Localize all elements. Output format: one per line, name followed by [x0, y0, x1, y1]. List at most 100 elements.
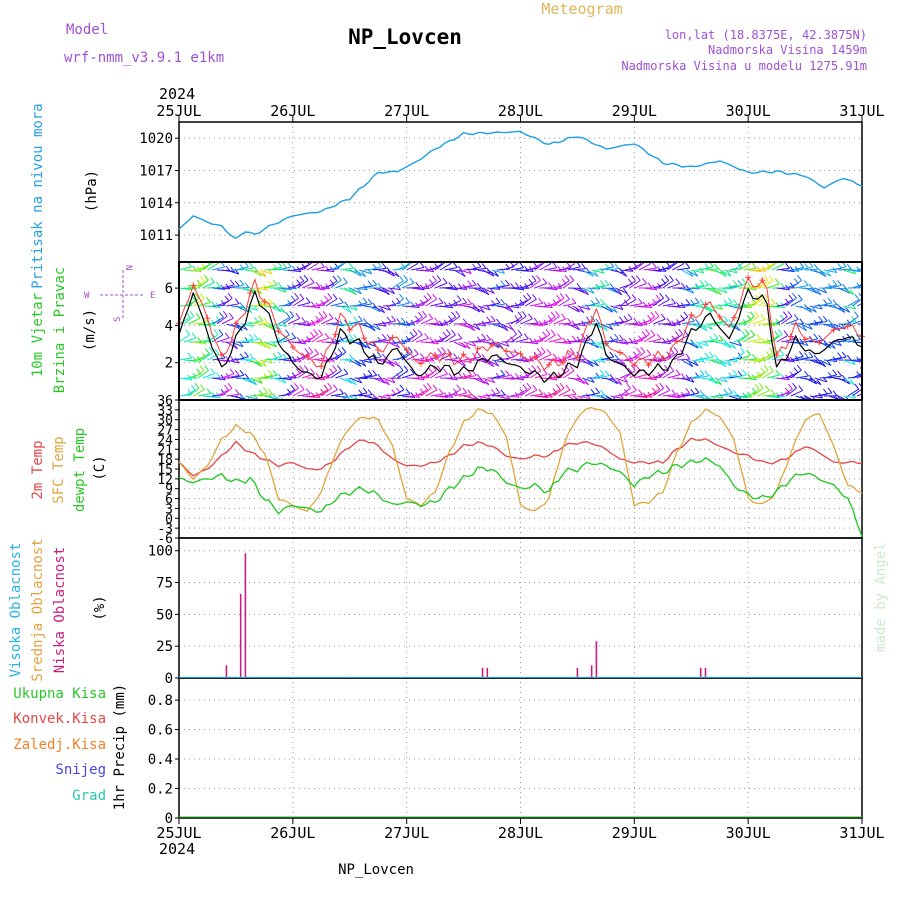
- wind-barb: [586, 392, 600, 397]
- wind-barb-flag: [268, 298, 273, 305]
- wind-barb: [544, 287, 558, 291]
- wind-barb-flag: [742, 369, 747, 376]
- wind-barb-flag: [723, 388, 729, 395]
- wind-barb-flag: [453, 388, 458, 395]
- wind-barb-flag: [284, 329, 290, 336]
- wind-barb: [814, 377, 828, 383]
- wind-barb-flag: [332, 275, 338, 282]
- wind-unit: (m/s): [82, 309, 98, 351]
- wind-barb: [340, 338, 354, 343]
- wind-barb: [857, 341, 862, 344]
- wind-barb-flag: [614, 263, 620, 269]
- wind-barb-flag: [381, 333, 387, 340]
- wind-barb: [710, 321, 724, 325]
- wind-barb: [434, 373, 448, 379]
- wind-barb: [197, 264, 211, 271]
- wind-barb-flag: [294, 382, 299, 389]
- wind-barb: [425, 370, 437, 379]
- compass-w: W: [84, 291, 90, 301]
- wind-barb-flag: [756, 333, 762, 340]
- wind-barb: [619, 318, 633, 325]
- wind-barb: [420, 318, 433, 325]
- wind-barb: [790, 266, 804, 271]
- wind-barb: [216, 337, 230, 343]
- wind-barb: [814, 287, 827, 294]
- wind-barb-flag: [225, 265, 231, 272]
- x-tick-label-top: 27JUL: [384, 102, 429, 120]
- wind-barb-flag: [695, 318, 700, 325]
- wind-barb-flag: [234, 389, 240, 395]
- wind-barb: [454, 287, 468, 290]
- wind-barb: [197, 370, 209, 379]
- wind-barb-flag: [381, 287, 387, 293]
- wind-barb-flag: [832, 279, 838, 286]
- wind-barb-flag: [618, 393, 624, 399]
- wind-barb-flag: [261, 360, 267, 367]
- wind-barb: [762, 280, 774, 289]
- temperature-tick-label: 9: [165, 483, 173, 498]
- wind-barb: [857, 393, 862, 397]
- wind-barb: [259, 359, 273, 364]
- wind-barb: [757, 355, 771, 361]
- wind-barb: [700, 323, 713, 330]
- wind-barb-flag: [199, 365, 205, 371]
- wind-barb-flag: [348, 262, 354, 269]
- wind-barb-flag: [865, 386, 869, 391]
- wind-barb: [525, 322, 539, 325]
- wind-barb: [748, 359, 762, 363]
- wind-barb-flag: [779, 349, 785, 356]
- wind-barb: [487, 359, 500, 367]
- wind-barb-flag: [647, 282, 653, 289]
- wind-barb-flag: [247, 307, 253, 314]
- wind-barb-flag: [358, 300, 364, 307]
- wind-barb: [629, 394, 643, 397]
- wind-barb-flag: [626, 292, 631, 299]
- wind-barb: [634, 374, 647, 379]
- wind-barb: [406, 333, 418, 343]
- wind-barb-flag: [797, 275, 802, 281]
- wind-barb-flag: [694, 387, 700, 394]
- wind-barb: [823, 284, 837, 289]
- wind-barb: [724, 269, 738, 274]
- wind-barb: [207, 305, 221, 309]
- wind-barb-flag: [394, 271, 400, 277]
- wind-barb-flag: [627, 367, 633, 374]
- wind-barb-flag: [846, 333, 852, 340]
- wind-barb-flag: [785, 262, 790, 269]
- wind-barb-flag: [572, 262, 576, 265]
- wind-barb-flag: [272, 264, 278, 270]
- wind-barb: [453, 302, 467, 307]
- wind-barb-flag: [770, 298, 776, 305]
- wind-barb-flag: [721, 361, 727, 368]
- wind-barb: [330, 353, 343, 361]
- wind-barb-flag: [698, 343, 703, 349]
- wind-barb-flag: [206, 388, 212, 394]
- wind-barb: [254, 392, 268, 397]
- wind-barb-flag: [822, 315, 828, 322]
- wind-barb: [634, 351, 646, 361]
- wind-barb: [539, 353, 552, 361]
- wind-barb-flag: [219, 312, 224, 318]
- wind-barb: [819, 341, 831, 349]
- wind-barb-flag: [222, 310, 228, 317]
- wind-barb: [330, 302, 344, 307]
- wind-barb: [757, 369, 769, 379]
- wind-barb: [690, 341, 703, 350]
- wind-barb: [477, 287, 490, 296]
- wind-barb-flag: [669, 275, 674, 281]
- wind-barb-flag: [612, 307, 618, 313]
- wind-barb: [629, 280, 641, 289]
- wind-barb-flag: [517, 311, 523, 318]
- wind-barb-flag: [617, 379, 623, 386]
- wind-barb-flag: [356, 361, 362, 367]
- wind-barb: [544, 377, 558, 381]
- wind-barb: [819, 302, 833, 307]
- wind-barb-flag: [808, 283, 814, 290]
- wind-barb-flag: [827, 319, 833, 325]
- wind-barb: [434, 282, 448, 289]
- x-tick-label-top: 26JUL: [270, 102, 315, 120]
- wind-barb: [221, 297, 233, 307]
- wind-barb: [302, 323, 316, 326]
- wind-barb: [482, 377, 495, 384]
- wind-barb-flag: [774, 330, 780, 337]
